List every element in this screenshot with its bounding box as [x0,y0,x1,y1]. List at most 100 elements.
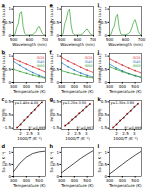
svg-text:f: f [50,49,53,55]
svg-text:-0.5: -0.5 [99,112,107,118]
svg-text:300: 300 [105,177,114,183]
svg-text:-0.5: -0.5 [51,112,59,118]
svg-text:400: 400 [118,177,127,183]
svg-text:0.5: 0.5 [4,161,11,167]
svg-text:1000/T (K⁻¹): 1000/T (K⁻¹) [113,136,138,141]
svg-text:a: a [2,2,5,8]
svg-text:500: 500 [105,36,114,42]
svg-text:R²=0.999: R²=0.999 [125,126,142,130]
svg-text:Wavelength (nm): Wavelength (nm) [60,42,95,47]
svg-text:500: 500 [131,83,139,89]
svg-text:I660: I660 [37,64,45,68]
svg-text:2.5: 2.5 [26,130,33,136]
svg-text:Wavelength (nm): Wavelength (nm) [108,42,143,47]
svg-text:500: 500 [35,83,43,89]
svg-text:300: 300 [57,177,66,183]
svg-text:j: j [97,49,100,56]
svg-text:Intensity (a.u.): Intensity (a.u.) [49,6,54,36]
svg-text:y=1.40x-4.00: y=1.40x-4.00 [14,101,38,105]
svg-text:Temperature (K): Temperature (K) [12,89,46,94]
svg-text:300: 300 [9,177,18,183]
svg-text:Temperature (K): Temperature (K) [60,183,94,188]
svg-text:1: 1 [56,150,59,155]
svg-text:ln(FIR): ln(FIR) [1,108,6,121]
svg-text:y=1.30x-3.80: y=1.30x-3.80 [110,101,134,105]
svg-text:500: 500 [57,36,66,42]
svg-text:-0.5: -0.5 [3,112,11,118]
svg-text:1: 1 [8,150,11,155]
svg-text:-1.5: -1.5 [3,125,11,130]
svg-text:Sa (% K⁻¹): Sa (% K⁻¹) [1,151,6,172]
svg-text:2.5: 2.5 [74,130,81,136]
svg-text:Wavelength (nm): Wavelength (nm) [12,42,47,47]
svg-text:Intensity (a.u.): Intensity (a.u.) [1,53,6,83]
svg-text:-1.5: -1.5 [51,125,59,130]
svg-text:300: 300 [105,83,114,89]
svg-text:0.5: 0.5 [52,161,59,167]
svg-text:0.5: 0.5 [5,99,12,104]
svg-text:0.5: 0.5 [100,66,107,72]
svg-text:k: k [98,96,102,102]
svg-text:Intensity (a.u.): Intensity (a.u.) [49,53,54,83]
svg-text:600: 600 [25,36,34,42]
svg-text:I660: I660 [85,64,93,68]
svg-text:Intensity (a.u.): Intensity (a.u.) [97,6,102,36]
svg-text:400: 400 [70,177,79,183]
svg-text:500: 500 [131,177,139,183]
svg-text:l: l [98,143,100,149]
svg-text:600: 600 [73,36,82,42]
svg-text:b: b [2,49,6,55]
svg-text:g: g [50,96,54,103]
svg-text:Intensity (a.u.): Intensity (a.u.) [97,53,102,83]
svg-text:y=1.20x-3.50: y=1.20x-3.50 [62,101,86,105]
svg-text:h: h [50,143,54,149]
svg-text:400: 400 [70,83,79,89]
svg-text:Intensity (a.u.): Intensity (a.u.) [1,6,6,36]
svg-text:1000/T (K⁻¹): 1000/T (K⁻¹) [65,136,90,141]
svg-text:R²=0.998: R²=0.998 [29,126,46,130]
svg-text:300: 300 [57,83,66,89]
svg-text:1: 1 [104,150,107,155]
svg-text:ln(FIR): ln(FIR) [49,108,54,121]
svg-text:0.5: 0.5 [52,19,59,25]
svg-text:500: 500 [83,83,91,89]
svg-text:Temperature (K): Temperature (K) [60,89,94,94]
svg-text:500: 500 [83,177,91,183]
svg-text:400: 400 [118,83,127,89]
svg-text:0.5: 0.5 [100,19,107,25]
svg-text:R²=0.997: R²=0.997 [77,126,94,130]
svg-text:1: 1 [8,6,11,11]
svg-text:600: 600 [121,36,130,42]
svg-text:i: i [98,2,100,8]
svg-text:Sa (% K⁻¹): Sa (% K⁻¹) [97,151,102,172]
svg-text:I660: I660 [133,64,141,68]
svg-text:1: 1 [104,53,107,58]
svg-text:-1.5: -1.5 [99,125,107,130]
svg-text:0.5: 0.5 [100,161,107,167]
svg-text:Temperature (K): Temperature (K) [108,183,142,188]
svg-text:400: 400 [22,83,31,89]
svg-text:1000/T (K⁻¹): 1000/T (K⁻¹) [17,136,42,141]
svg-text:0.5: 0.5 [53,99,60,104]
svg-text:0.5: 0.5 [4,66,11,72]
svg-text:300: 300 [9,83,18,89]
svg-text:1: 1 [56,53,59,58]
svg-text:0.5: 0.5 [101,99,108,104]
svg-text:Sa (% K⁻¹): Sa (% K⁻¹) [49,151,54,172]
svg-text:0.5: 0.5 [4,19,11,25]
svg-text:500: 500 [35,177,43,183]
svg-text:400: 400 [22,177,31,183]
svg-text:1: 1 [56,6,59,11]
svg-text:2.5: 2.5 [122,130,129,136]
svg-text:1: 1 [8,53,11,58]
svg-text:1: 1 [104,6,107,11]
svg-text:0.5: 0.5 [52,66,59,72]
svg-text:Temperature (K): Temperature (K) [12,183,46,188]
svg-text:d: d [2,143,6,149]
svg-text:e: e [50,2,54,8]
svg-text:500: 500 [9,36,18,42]
svg-text:Temperature (K): Temperature (K) [108,89,142,94]
svg-text:ln(FIR): ln(FIR) [97,108,102,121]
svg-text:c: c [2,96,5,102]
svg-text:700: 700 [137,36,146,42]
